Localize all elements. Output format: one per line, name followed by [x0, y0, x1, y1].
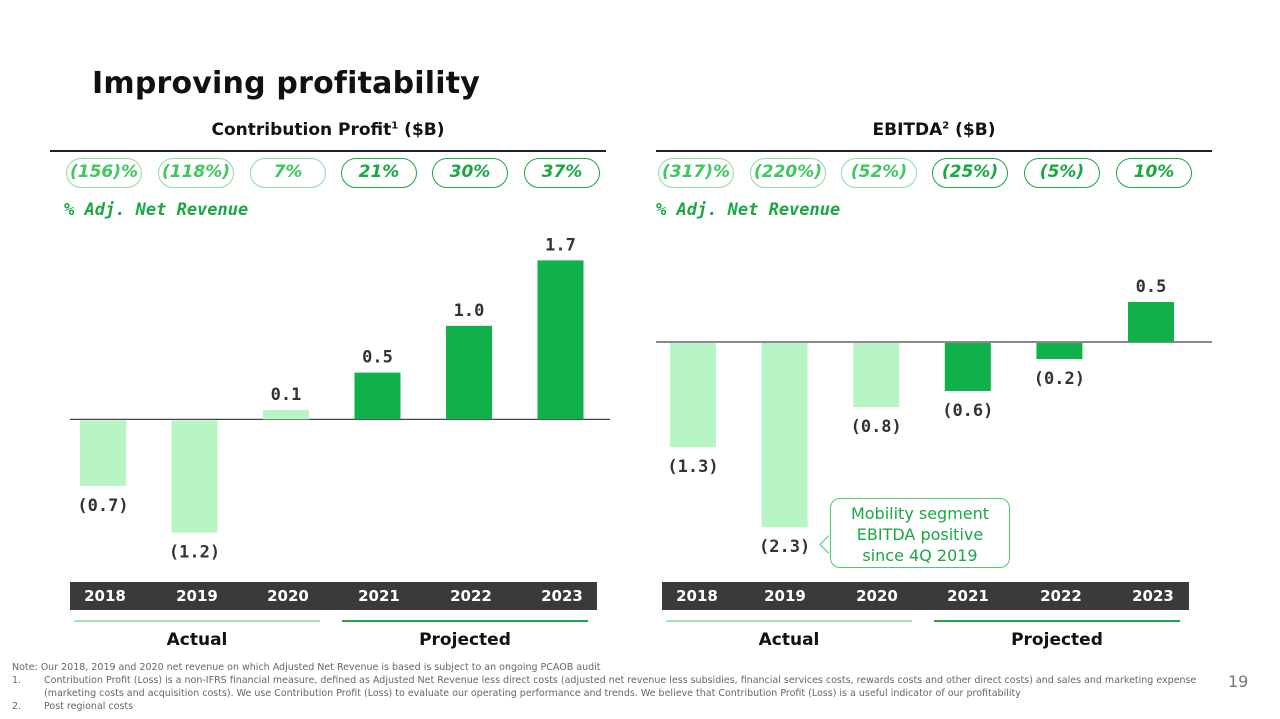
title-rule	[656, 150, 1212, 152]
page-title: Improving profitability	[92, 66, 481, 101]
value-label-2022: 1.0	[454, 301, 485, 321]
footnote-continuation: (marketing costs and acquisition costs).…	[44, 688, 1021, 699]
value-label-2023: 1.7	[545, 235, 576, 255]
actual-label: Actual	[758, 630, 820, 650]
callout-line: Mobility segment	[850, 504, 990, 523]
ebitda-panel: EBITDA2 ($B) (317)% (220%) (52%) (25%) (…	[656, 118, 1216, 658]
revenue-label: % Adj. Net Revenue	[64, 200, 249, 220]
year-axis: 2018 2019 2020 2021 2022 2023	[662, 582, 1189, 610]
year-label: 2023	[1132, 587, 1174, 605]
value-label-2021: 0.5	[362, 348, 393, 368]
revenue-pill: 37%	[524, 158, 600, 188]
footnote-item: 2. Post regional costs	[12, 700, 1212, 713]
revenue-pill: (317)%	[658, 158, 734, 188]
revenue-pill: (156)%	[66, 158, 142, 188]
revenue-pill-row: (156)% (118%) 7% 21% 30% 37%	[66, 158, 606, 192]
revenue-pill: 30%	[432, 158, 508, 188]
value-label-2022: (0.2)	[1034, 369, 1085, 389]
value-label-2021: (0.6)	[942, 401, 993, 421]
revenue-pill: (5%)	[1024, 158, 1100, 188]
bar-2019	[761, 343, 808, 527]
page-number: 19	[1228, 672, 1249, 691]
chart-title: EBITDA2 ($B)	[872, 120, 996, 140]
revenue-pill: (52%)	[841, 158, 917, 188]
title-rule	[50, 150, 606, 152]
year-label: 2021	[947, 587, 989, 605]
footnote-text: Contribution Profit (Loss) is a non-IFRS…	[44, 675, 1197, 686]
bar-2019	[171, 420, 218, 533]
year-label: 2022	[1040, 587, 1082, 605]
revenue-pill: 7%	[250, 158, 326, 188]
value-label-2018: (1.3)	[667, 457, 718, 477]
mobility-callout: Mobility segment EBITDA positive since 4…	[830, 498, 1010, 568]
year-label: 2018	[676, 587, 718, 605]
year-label: 2020	[267, 587, 309, 605]
footnotes: Note: Our 2018, 2019 and 2020 net revenu…	[12, 661, 1212, 713]
revenue-pill: (25%)	[932, 158, 1008, 188]
projected-period-line	[934, 620, 1180, 622]
value-label-2019: (1.2)	[169, 543, 220, 563]
footnote-note: Note: Our 2018, 2019 and 2020 net revenu…	[12, 662, 601, 673]
projected-label: Projected	[1011, 630, 1103, 650]
year-label: 2021	[358, 587, 400, 605]
bar-2018	[670, 343, 716, 447]
bar-2023	[1128, 302, 1174, 342]
footnote-text: Post regional costs	[44, 701, 134, 712]
bar-2023	[537, 260, 584, 420]
value-label-2018: (0.7)	[77, 496, 128, 516]
projected-period-line	[342, 620, 588, 622]
callout-line: since 4Q 2019	[862, 546, 978, 565]
actual-period-line	[666, 620, 912, 622]
footnote-number: 1.	[12, 675, 22, 686]
year-label: 2020	[856, 587, 898, 605]
footnote-number: 2.	[12, 701, 22, 712]
footnote-item: 1. Contribution Profit (Loss) is a non-I…	[12, 674, 1212, 687]
revenue-pill: 10%	[1116, 158, 1192, 188]
revenue-pill: (220%)	[750, 158, 826, 188]
value-label-2020: 0.1	[271, 385, 302, 405]
value-label-2019: (2.3)	[759, 537, 810, 557]
value-label-2023: 0.5	[1136, 277, 1167, 297]
year-label: 2019	[764, 587, 806, 605]
revenue-pill-row: (317)% (220%) (52%) (25%) (5%) 10%	[658, 158, 1198, 192]
projected-label: Projected	[419, 630, 511, 650]
actual-period-line	[74, 620, 320, 622]
actual-label: Actual	[166, 630, 228, 650]
year-label: 2018	[84, 587, 126, 605]
bar-2021	[354, 372, 401, 420]
ebitda-chart: (1.3) (2.3) (0.8) (0.6) (0.2) 0.5	[656, 277, 1212, 557]
bar-2018	[80, 420, 126, 486]
year-label: 2022	[450, 587, 492, 605]
year-label: 2019	[176, 587, 218, 605]
bar-2022	[446, 325, 492, 420]
callout-line: EBITDA positive	[856, 525, 984, 544]
revenue-pill: (118%)	[158, 158, 234, 188]
year-label: 2023	[541, 587, 583, 605]
revenue-pill: 21%	[341, 158, 417, 188]
year-axis: 2018 2019 2020 2021 2022 2023	[70, 582, 597, 610]
bar-2020	[263, 410, 309, 420]
bar-2021	[944, 343, 991, 391]
revenue-label: % Adj. Net Revenue	[656, 200, 841, 220]
contribution-profit-panel: Contribution Profit1 ($B) (156)% (118%) …	[50, 118, 610, 658]
bar-2020	[853, 343, 900, 407]
contribution-profit-chart: (0.7) (1.2) 0.1 0.5 1.0 1.7	[70, 235, 610, 563]
chart-title: Contribution Profit1 ($B)	[211, 120, 445, 140]
bar-2022	[1036, 343, 1083, 359]
value-label-2020: (0.8)	[851, 417, 902, 437]
